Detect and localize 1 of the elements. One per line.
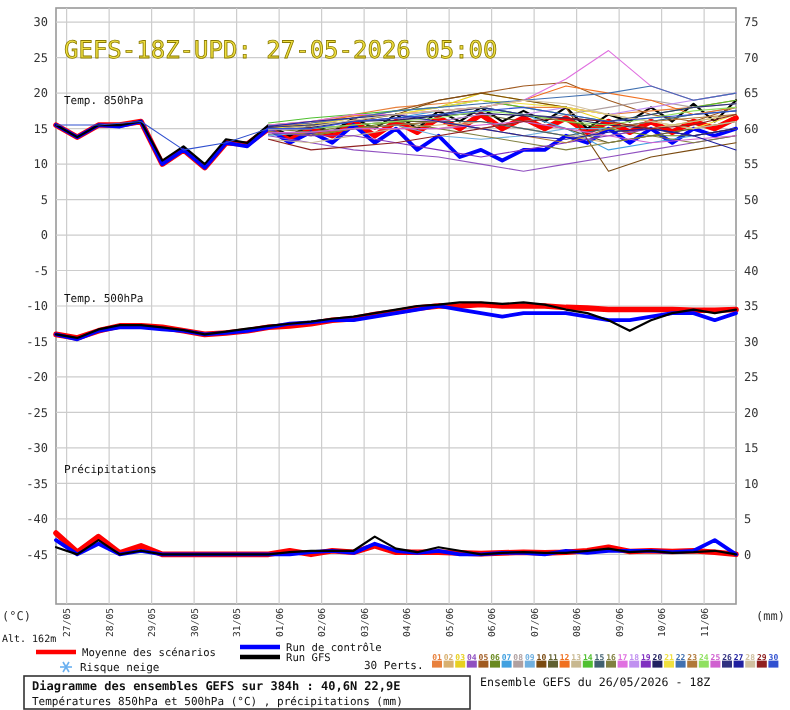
text: GEFS-18Z-UPD: 27-05-2026 05:00: [64, 36, 498, 64]
